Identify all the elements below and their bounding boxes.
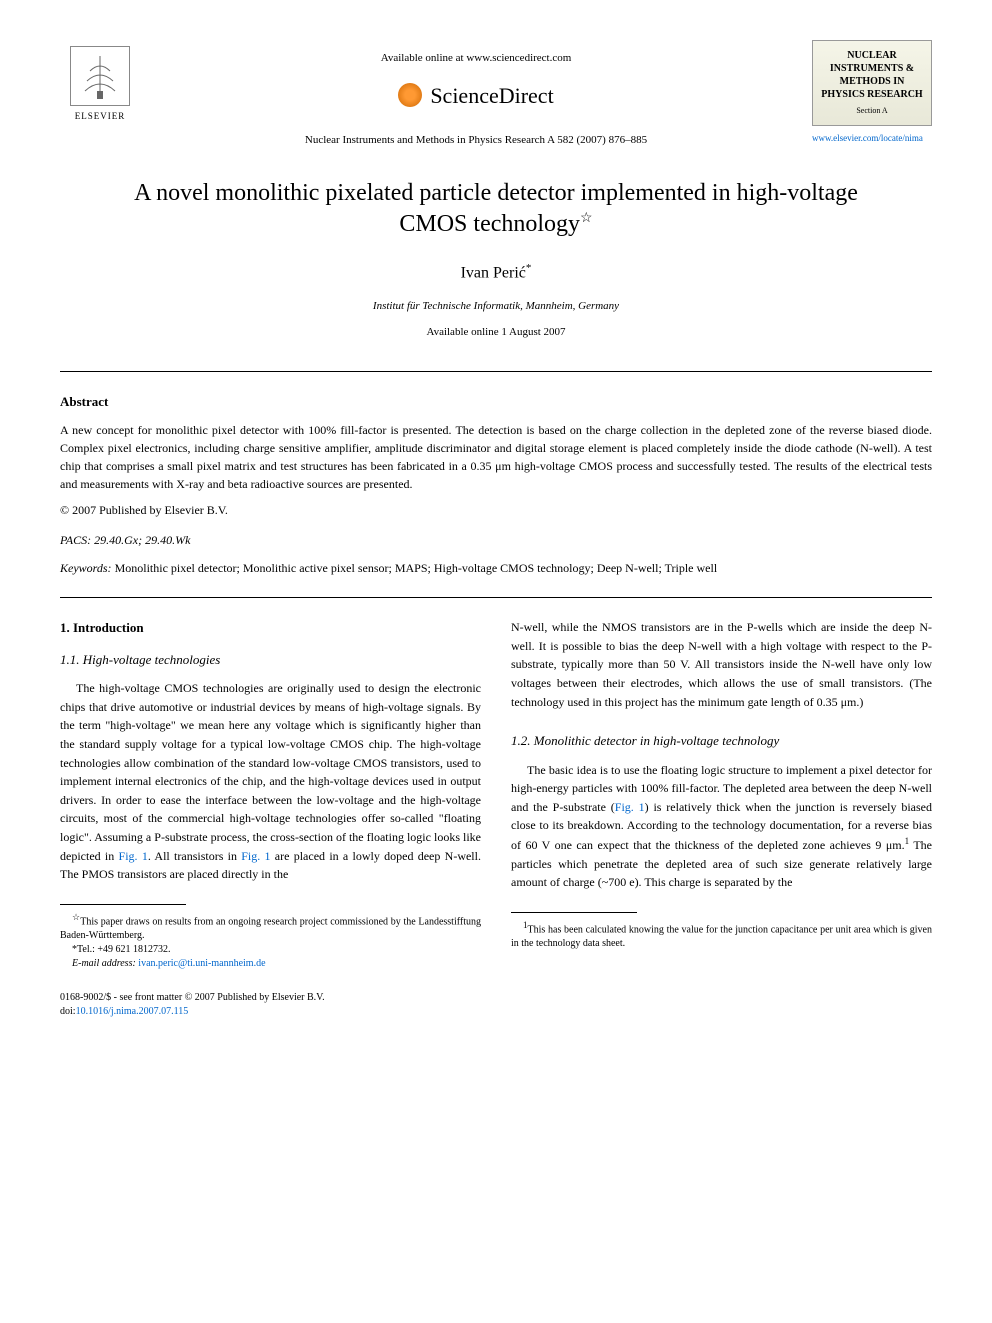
body-para-2: N-well, while the NMOS transistors are i… (511, 618, 932, 711)
footer: 0168-9002/$ - see front matter © 2007 Pu… (60, 991, 481, 1019)
section-1-heading: 1. Introduction (60, 618, 481, 638)
title-note-marker: ☆ (580, 211, 593, 226)
tel-label: *Tel.: (72, 944, 95, 955)
keywords-label: Keywords: (60, 561, 112, 575)
elsevier-logo: ELSEVIER (60, 40, 140, 130)
journal-box-container: NUCLEAR INSTRUMENTS & METHODS IN PHYSICS… (812, 40, 932, 146)
affiliation: Institut für Technische Informatik, Mann… (60, 298, 932, 315)
elsevier-tree-icon (70, 46, 130, 106)
email-label: E-mail address: (72, 958, 136, 969)
journal-box-section: Section A (821, 105, 923, 117)
author-marker: * (526, 262, 532, 274)
footnote-tel: *Tel.: +49 621 1812732. (60, 943, 481, 957)
available-online-text: Available online at www.sciencedirect.co… (140, 50, 812, 67)
fig-1-link-a[interactable]: Fig. 1 (119, 849, 148, 863)
center-header: Available online at www.sciencedirect.co… (140, 40, 812, 148)
sciencedirect-icon (398, 83, 422, 107)
note-1-text: This has been calculated knowing the val… (511, 924, 932, 949)
subsection-1-1-heading: 1.1. High-voltage technologies (60, 650, 481, 670)
journal-link[interactable]: www.elsevier.com/locate/nima (812, 132, 932, 146)
footnote-email: E-mail address: ivan.peric@ti.uni-mannhe… (60, 957, 481, 971)
copyright: © 2007 Published by Elsevier B.V. (60, 501, 932, 519)
subsection-1-2-heading: 1.2. Monolithic detector in high-voltage… (511, 731, 932, 751)
sciencedirect-brand: ScienceDirect (140, 79, 812, 112)
body-text-1b: . All transistors in (148, 849, 241, 863)
divider-bottom (60, 597, 932, 598)
right-column: N-well, while the NMOS transistors are i… (511, 618, 932, 1019)
author-name: Ivan Perić (461, 265, 526, 282)
author: Ivan Perić* (60, 260, 932, 285)
issn-line: 0168-9002/$ - see front matter © 2007 Pu… (60, 991, 481, 1005)
abstract-heading: Abstract (60, 392, 932, 412)
divider-top (60, 371, 932, 372)
footnote-star: ☆This paper draws on results from an ong… (60, 911, 481, 943)
footnote-divider-right (511, 912, 637, 913)
title-text: A novel monolithic pixelated particle de… (134, 180, 858, 237)
body-text-1a: The high-voltage CMOS technologies are o… (60, 681, 481, 862)
sciencedirect-text: ScienceDirect (430, 79, 553, 112)
pacs-label: PACS: (60, 533, 91, 547)
journal-reference: Nuclear Instruments and Methods in Physi… (140, 132, 812, 149)
elsevier-label: ELSEVIER (75, 110, 126, 124)
fig-1-link-b[interactable]: Fig. 1 (241, 849, 270, 863)
star-note-text: This paper draws on results from an ongo… (60, 916, 481, 941)
fig-1-link-c[interactable]: Fig. 1 (615, 800, 645, 814)
doi-label: doi: (60, 1006, 76, 1017)
footnote-divider-left (60, 904, 186, 905)
abstract-text: A new concept for monolithic pixel detec… (60, 421, 932, 493)
body-para-1: The high-voltage CMOS technologies are o… (60, 679, 481, 884)
available-date: Available online 1 August 2007 (60, 324, 932, 341)
email-link[interactable]: ivan.peric@ti.uni-mannheim.de (138, 958, 265, 969)
body-para-3: The basic idea is to use the floating lo… (511, 761, 932, 892)
journal-box-title: NUCLEAR INSTRUMENTS & METHODS IN PHYSICS… (821, 49, 923, 101)
pacs-values: 29.40.Gx; 29.40.Wk (94, 533, 190, 547)
article-title: A novel monolithic pixelated particle de… (100, 178, 892, 240)
pacs: PACS: 29.40.Gx; 29.40.Wk (60, 531, 932, 549)
footnote-1: 1This has been calculated knowing the va… (511, 919, 932, 951)
header-row: ELSEVIER Available online at www.science… (60, 40, 932, 148)
left-column: 1. Introduction 1.1. High-voltage techno… (60, 618, 481, 1019)
doi-line: doi:10.1016/j.nima.2007.07.115 (60, 1005, 481, 1019)
body-columns: 1. Introduction 1.1. High-voltage techno… (60, 618, 932, 1019)
keywords: Keywords: Monolithic pixel detector; Mon… (60, 559, 932, 577)
journal-box: NUCLEAR INSTRUMENTS & METHODS IN PHYSICS… (812, 40, 932, 126)
tel-value: +49 621 1812732. (97, 944, 170, 955)
keywords-values: Monolithic pixel detector; Monolithic ac… (115, 561, 718, 575)
doi-link[interactable]: 10.1016/j.nima.2007.07.115 (76, 1006, 189, 1017)
